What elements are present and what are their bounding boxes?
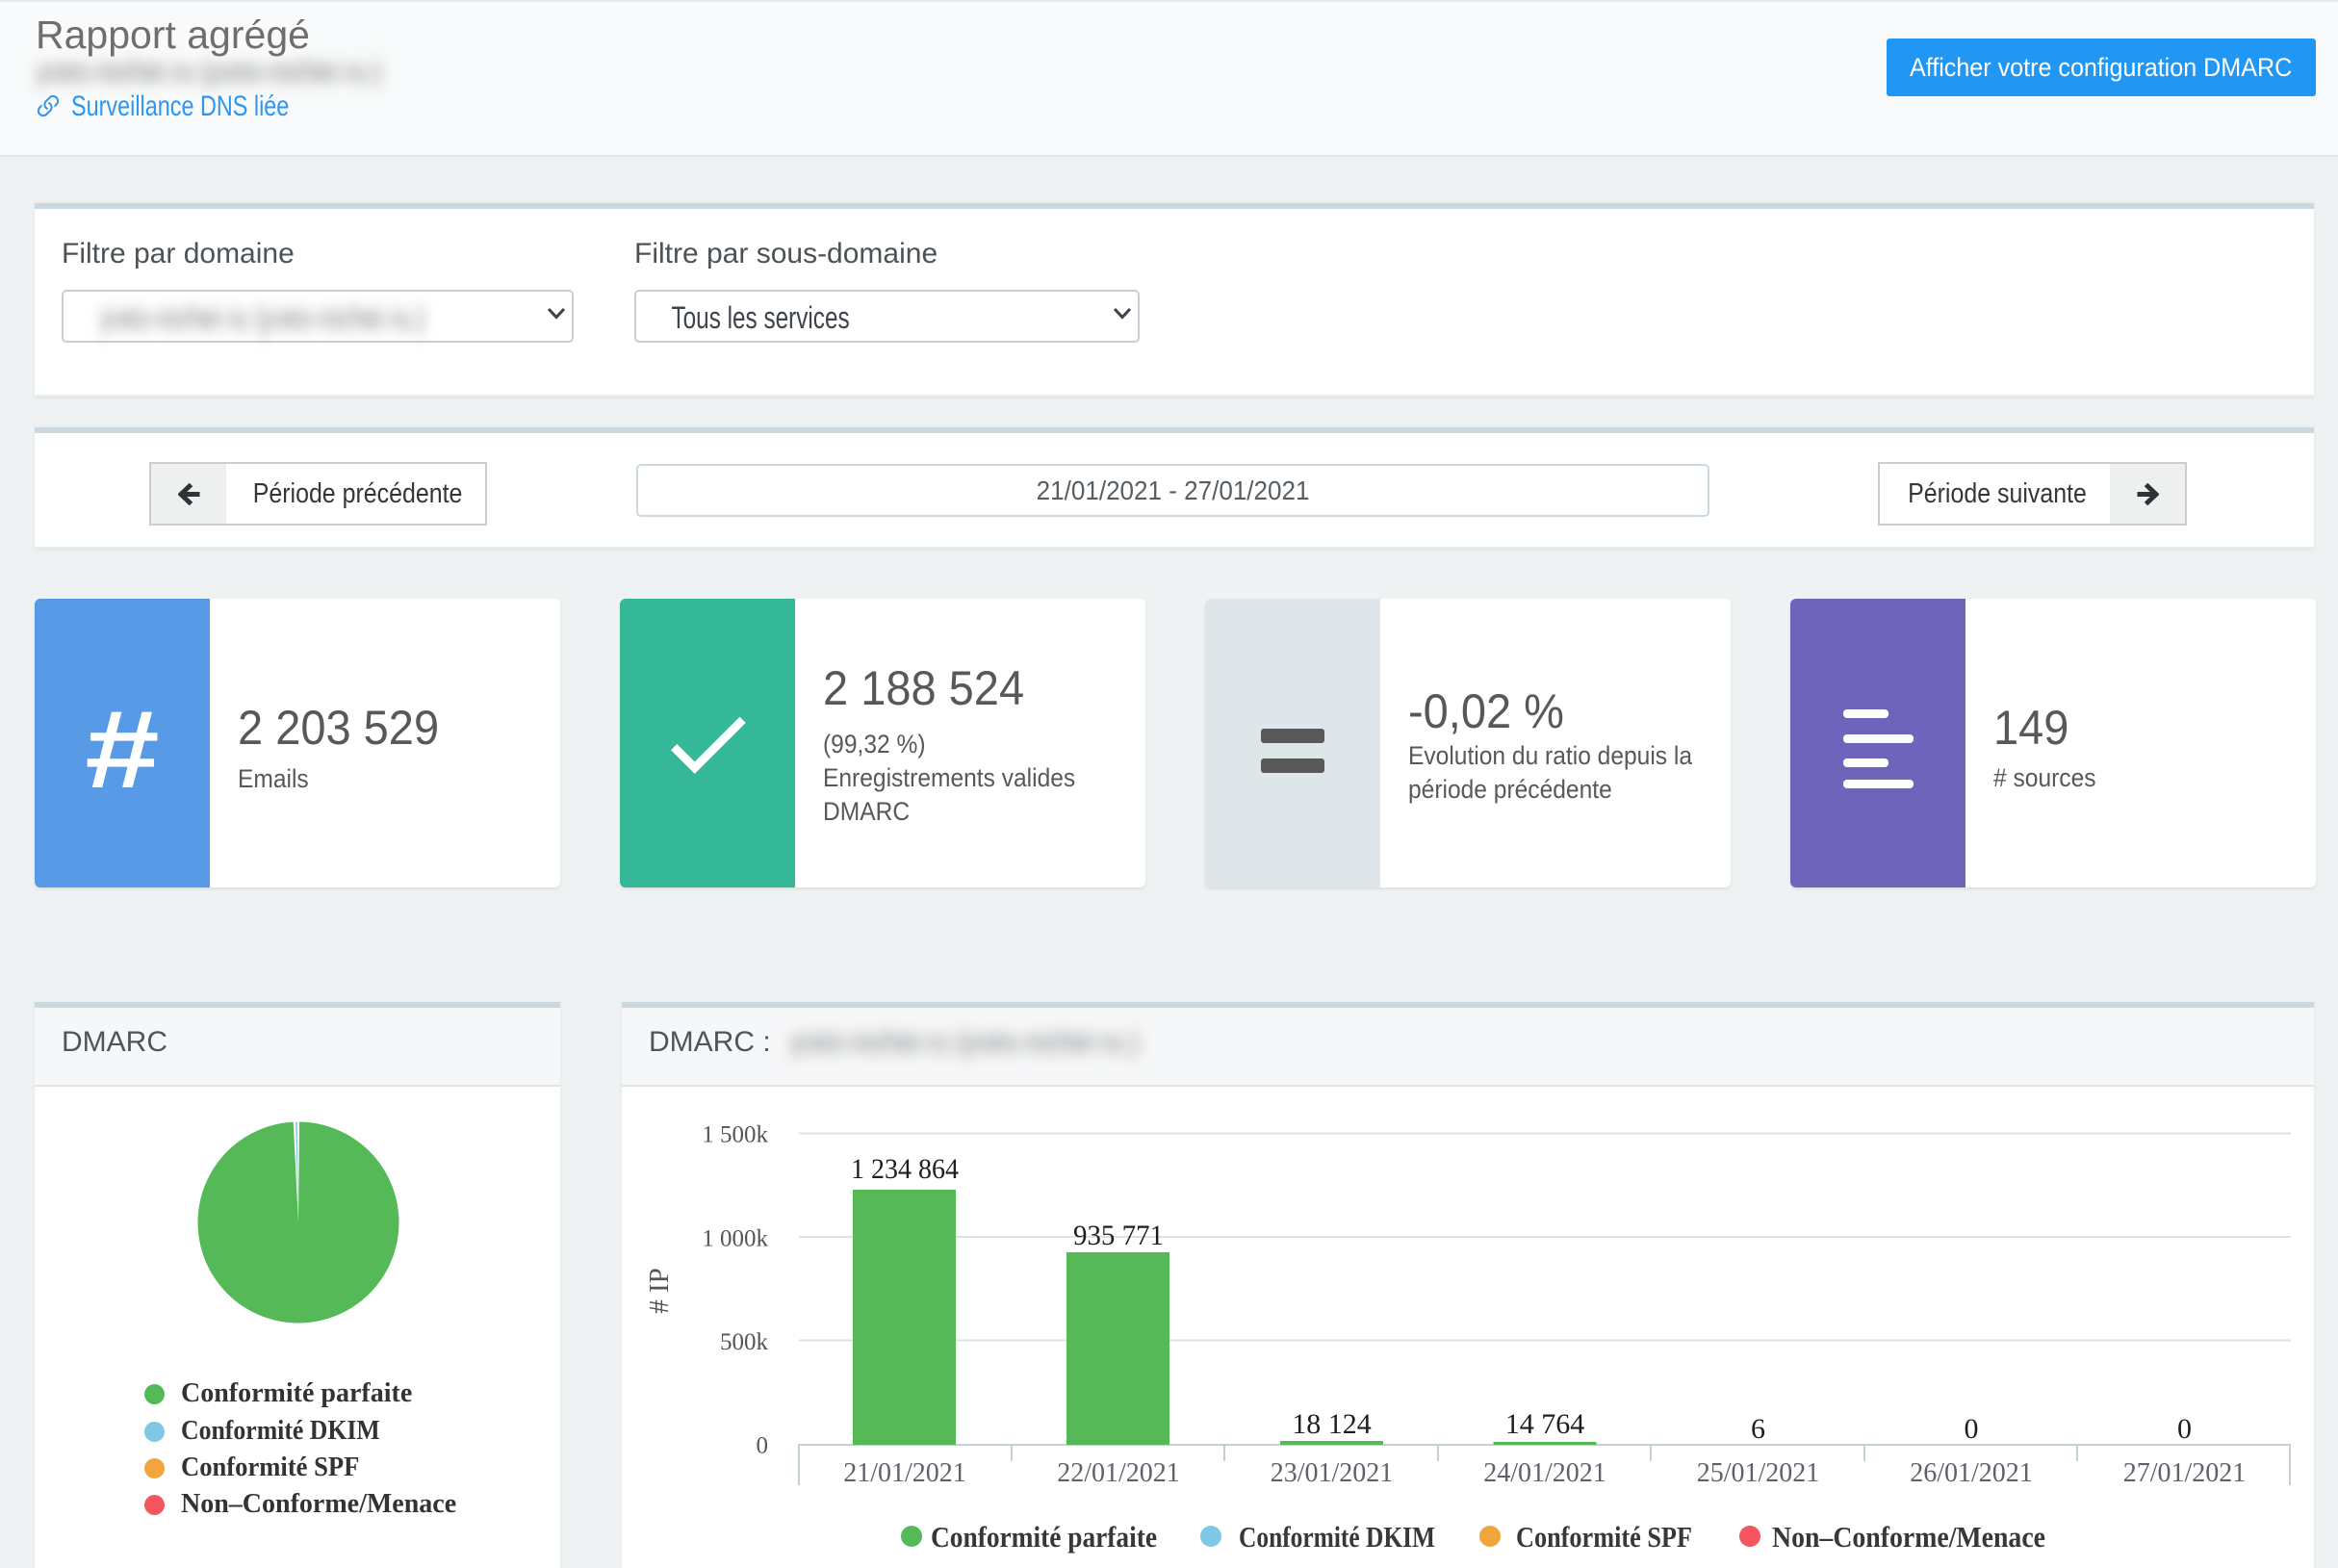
svg-text:25/01/2021: 25/01/2021 xyxy=(1697,1458,1820,1488)
svg-text:500k: 500k xyxy=(720,1329,769,1355)
svg-text:Conformité DKIM: Conformité DKIM xyxy=(1239,1520,1435,1554)
svg-text:1 234 864: 1 234 864 xyxy=(851,1153,959,1185)
svg-text:Non–Conforme/Menace: Non–Conforme/Menace xyxy=(1772,1520,2045,1554)
svg-text:Conformité parfaite: Conformité parfaite xyxy=(931,1520,1157,1554)
svg-text:1 500k: 1 500k xyxy=(702,1122,768,1148)
svg-text:24/01/2021: 24/01/2021 xyxy=(1483,1458,1606,1488)
svg-text:0: 0 xyxy=(2177,1413,2192,1445)
svg-text:14 764: 14 764 xyxy=(1505,1408,1585,1440)
svg-text:18 124: 18 124 xyxy=(1292,1408,1372,1440)
svg-text:0: 0 xyxy=(1965,1413,1979,1445)
svg-text:21/01/2021: 21/01/2021 xyxy=(843,1458,966,1488)
svg-text:22/01/2021: 22/01/2021 xyxy=(1057,1458,1180,1488)
svg-text:# IP: # IP xyxy=(644,1268,675,1314)
svg-text:6: 6 xyxy=(1751,1413,1765,1445)
svg-text:935 771: 935 771 xyxy=(1073,1220,1164,1251)
svg-text:27/01/2021: 27/01/2021 xyxy=(2123,1458,2247,1488)
svg-text:1 000k: 1 000k xyxy=(702,1226,768,1252)
svg-text:23/01/2021: 23/01/2021 xyxy=(1271,1458,1394,1488)
svg-text:26/01/2021: 26/01/2021 xyxy=(1910,1458,2033,1488)
svg-text:0: 0 xyxy=(757,1433,769,1459)
svg-text:Conformité SPF: Conformité SPF xyxy=(1516,1520,1692,1554)
